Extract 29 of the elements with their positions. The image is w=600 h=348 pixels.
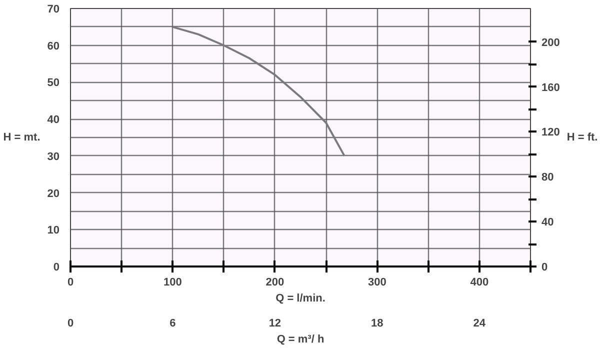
y-tick-label: 70 — [47, 4, 60, 16]
y-tick-label: 60 — [47, 40, 60, 52]
x2-tick-label: 12 — [268, 318, 282, 330]
line-series — [172, 26, 346, 157]
y-tick-label: 40 — [47, 114, 60, 126]
x2-axis-title: Q = m³/ h — [276, 334, 324, 346]
x-tick-label: 200 — [266, 276, 284, 288]
x2-tick-label: 18 — [371, 318, 384, 330]
y-tick-label: 0 — [53, 262, 60, 274]
y-tick-label: 20 — [47, 188, 60, 200]
x-tick-label: 300 — [368, 276, 386, 288]
y2-tick-label: 80 — [542, 172, 554, 184]
x2-tick-label: 6 — [170, 318, 176, 330]
x-tick-label: 400 — [470, 276, 489, 288]
x-tick-label: 0 — [67, 276, 74, 288]
y-tick-label: 50 — [47, 77, 60, 90]
x2-tick-label: 0 — [67, 318, 74, 330]
x2-tick-label: 24 — [473, 318, 486, 330]
y2-tick-label: 0 — [542, 262, 548, 274]
y-tick-label: 10 — [47, 224, 60, 237]
y-axis-title: H = mt. — [3, 132, 40, 144]
y2-tick-label: 120 — [542, 126, 560, 139]
y2-tick-label: 40 — [542, 216, 554, 229]
x-axis-title: Q = l/min. — [276, 292, 326, 304]
y-tick-label: 30 — [47, 150, 60, 163]
y2-tick-label: 160 — [542, 82, 560, 94]
y2-tick-label: 200 — [542, 36, 560, 49]
y2-axis-title: H = ft. — [566, 132, 598, 144]
x-tick-label: 100 — [164, 276, 182, 288]
